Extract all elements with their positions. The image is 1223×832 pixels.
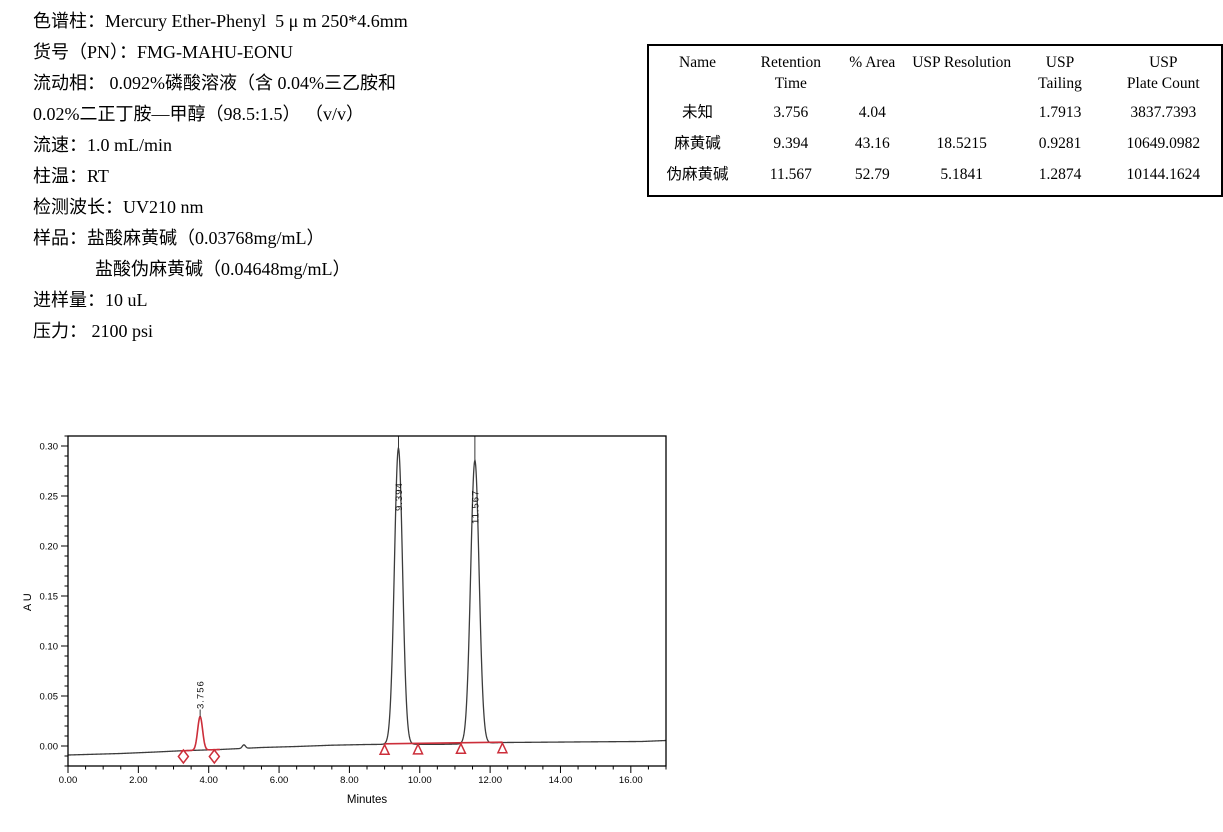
method-line-8: 样品：盐酸麻黄碱（0.03768mg/mL） — [33, 228, 325, 248]
table-header-row: Name Retention Time% Area USP Resolution USP… — [648, 45, 1222, 94]
table-header-usp-plate-count: USP Plate Count — [1106, 45, 1222, 94]
y-tick-label: 0.25 — [40, 492, 59, 503]
peak-retention-label: 11.567 — [470, 490, 481, 524]
cell-pct-area: 52.79 — [854, 166, 890, 183]
x-tick-label: 16.00 — [619, 775, 643, 786]
integration-diamond-marker — [208, 748, 221, 765]
cell-usp-resolution: 5.1841 — [940, 166, 983, 183]
y-tick-label: 0.10 — [40, 642, 59, 653]
cell-usp-resolution — [909, 94, 1014, 125]
method-line-10: 进样量：10 uL — [33, 290, 148, 310]
method-line-11: 压力： 2100 psi — [33, 321, 154, 341]
header-line2: Tailing — [1038, 75, 1082, 92]
table-row: 未知 3.756 4.04 1.7913 3837.7393 — [648, 94, 1222, 125]
y-axis-title: AU — [22, 591, 34, 611]
integration-diamond-marker — [177, 748, 190, 765]
peak-results-table: Name Retention Time% Area USP Resolution USP… — [647, 44, 1223, 197]
table-header-usp-tailing: USP Tailing — [1014, 45, 1105, 94]
y-tick-label: 0.30 — [40, 442, 59, 453]
x-tick-label: 8.00 — [340, 775, 359, 786]
y-tick-label: 0.15 — [40, 592, 59, 603]
x-tick-label: 12.00 — [478, 775, 502, 786]
cell-name: 未知 — [682, 104, 714, 121]
integrated-peak-trace — [180, 715, 220, 752]
peak-results-table-wrap: Name Retention Time% Area USP Resolution USP… — [647, 44, 1223, 197]
peak-results-table-head: Name Retention Time% Area USP Resolution USP… — [648, 45, 1222, 94]
table-header-name: Name — [648, 45, 746, 94]
x-tick-label: 4.00 — [199, 775, 218, 786]
cell-usp-tailing: 1.7913 — [1038, 104, 1082, 121]
method-line-7: 检测波长：UV210 nm — [33, 197, 204, 217]
cell-name: 麻黄碱 — [674, 135, 721, 152]
y-tick-label: 0.05 — [40, 692, 59, 703]
cell-usp-plate-count: 10144.1624 — [1126, 166, 1201, 183]
table-row: 伪麻黄碱 11.567 52.79 5.1841 1.2874 10144.1624 — [648, 156, 1222, 196]
table-header-usp-resolution: USP Resolution — [909, 45, 1014, 94]
peak-results-table-body: 未知 3.756 4.04 1.7913 3837.7393 麻黄碱 9.394 43.16 1… — [648, 94, 1222, 196]
y-tick-label: 0.00 — [40, 742, 59, 753]
main-trace — [67, 447, 667, 756]
method-line-4: 0.02%二正丁胺—甲醇（98.5:1.5） （v/v） — [33, 104, 364, 124]
header-line1: USP Resolution — [912, 54, 1012, 71]
table-row: 麻黄碱 9.394 43.16 18.5215 0.9281 10649.0982 — [648, 125, 1222, 156]
x-tick-label: 10.00 — [408, 775, 432, 786]
integration-baseline — [384, 741, 503, 745]
cell-usp-resolution: 18.5215 — [936, 135, 987, 152]
header-line1: USP — [1149, 54, 1178, 71]
cell-usp-plate-count: 3837.7393 — [1130, 104, 1197, 121]
method-line-2: 货号（PN）：FMG-MAHU-EONU — [33, 42, 294, 62]
method-line-1: 色谱柱：Mercury Ether-Phenyl 5 μ m 250*4.6mm — [33, 11, 408, 31]
method-line-6: 柱温：RT — [33, 166, 109, 186]
cell-retention-time: 3.756 — [773, 104, 809, 121]
header-line1: Name — [679, 54, 717, 71]
header-line2: Plate Count — [1126, 75, 1200, 92]
peak-retention-label: 9.394 — [394, 482, 405, 511]
integration-triangle-marker — [455, 742, 467, 755]
method-line-9: 盐酸伪麻黄碱（0.04648mg/mL） — [95, 259, 351, 279]
chromatogram-svg: 3.756 9.394 11.567 0.00 2.00 4.00 6.00 8.00 10.0… — [22, 435, 667, 806]
header-line1: % Area — [849, 54, 896, 71]
cell-usp-tailing: 0.9281 — [1038, 135, 1082, 152]
table-header-retention-time: Retention Time — [746, 45, 836, 94]
header-line1: USP — [1045, 54, 1075, 71]
integration-triangle-marker — [378, 743, 391, 756]
method-line-5: 流速：1.0 mL/min — [33, 135, 172, 155]
method-info-block: 色谱柱：Mercury Ether-Phenyl 5 μ m 250*4.6mm… — [33, 6, 503, 347]
integration-triangle-marker — [412, 742, 424, 755]
table-header--area: % Area — [836, 45, 909, 94]
x-tick-label: 2.00 — [129, 775, 148, 786]
plot-frame — [67, 435, 667, 767]
x-tick-label: 6.00 — [270, 775, 289, 786]
cell-retention-time: 9.394 — [773, 135, 809, 152]
cell-usp-tailing: 1.2874 — [1038, 166, 1082, 183]
x-axis-title: Minutes — [347, 794, 388, 806]
cell-name: 伪麻黄碱 — [666, 166, 729, 183]
y-tick-label: 0.20 — [40, 542, 59, 553]
cell-usp-plate-count: 10649.0982 — [1126, 135, 1201, 152]
cell-retention-time: 11.567 — [769, 166, 812, 183]
cell-pct-area: 4.04 — [858, 104, 886, 121]
header-line2: Time — [774, 75, 807, 92]
integration-triangle-marker — [496, 741, 509, 754]
header-line1: Retention — [760, 54, 821, 71]
cell-pct-area: 43.16 — [854, 135, 890, 152]
x-tick-label: 0.00 — [59, 775, 78, 786]
method-line-3: 流动相： 0.092%磷酸溶液（含 0.04%三乙胺和 — [33, 73, 396, 93]
chromatogram-plot: 3.756 9.394 11.567 0.00 2.00 4.00 6.00 8.00 10.0… — [18, 416, 698, 826]
x-tick-label: 14.00 — [549, 775, 573, 786]
peak-retention-label: 3.756 — [196, 680, 207, 709]
